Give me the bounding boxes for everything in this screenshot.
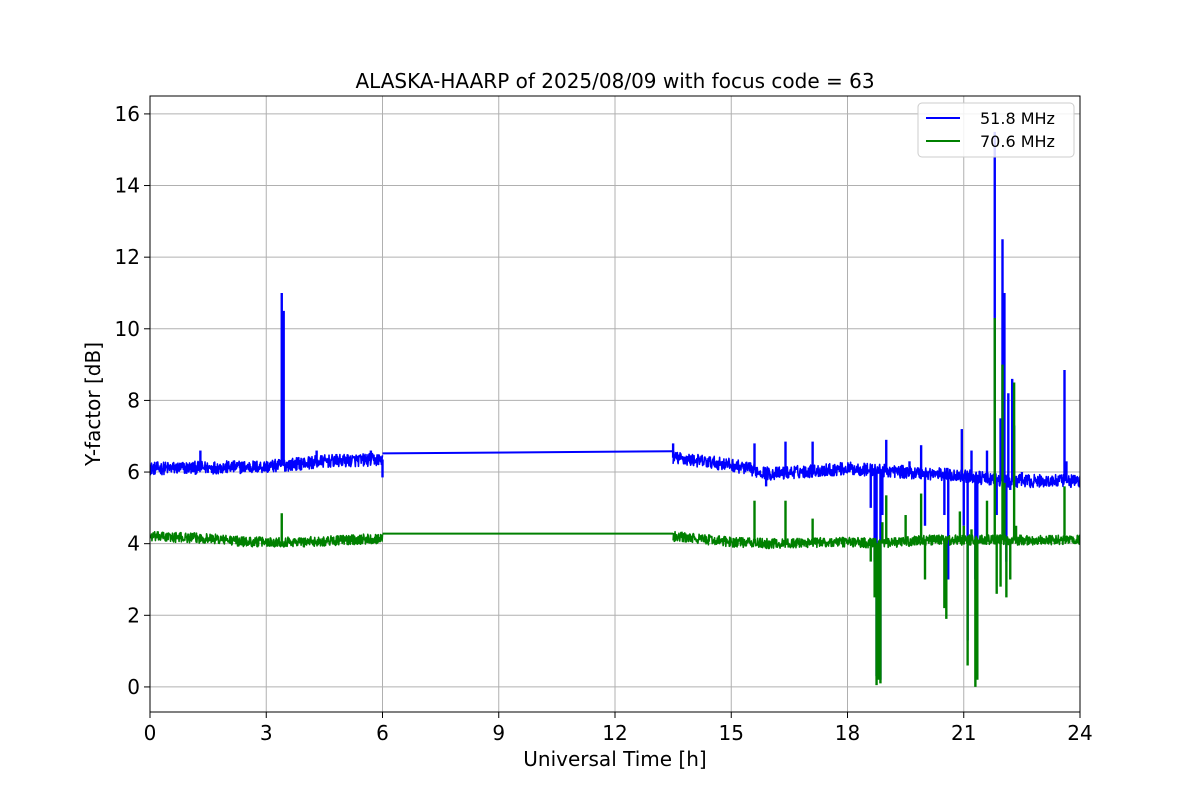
- y-tick-label: 16: [115, 102, 140, 126]
- y-tick-label: 14: [115, 174, 140, 198]
- x-tick-label: 0: [144, 721, 157, 745]
- x-axis-title: Universal Time [h]: [523, 747, 706, 771]
- x-tick-label: 21: [951, 721, 976, 745]
- y-tick-label: 8: [127, 388, 140, 412]
- series-bridge: [382, 450, 674, 455]
- x-tick-label: 15: [719, 721, 744, 745]
- series-line: [150, 452, 384, 476]
- y-tick-label: 10: [115, 317, 140, 341]
- series-1: [150, 318, 1080, 687]
- series-layer: [150, 131, 1080, 687]
- series-line: [150, 530, 384, 548]
- legend-label: 51.8 MHz: [980, 109, 1055, 128]
- x-tick-label: 12: [602, 721, 627, 745]
- y-tick-label: 2: [127, 603, 140, 627]
- chart-title: ALASKA-HAARP of 2025/08/09 with focus co…: [355, 69, 874, 93]
- legend: 51.8 MHz 70.6 MHz: [917, 102, 1075, 158]
- legend-label: 70.6 MHz: [980, 132, 1055, 151]
- y-tick-label: 0: [127, 675, 140, 699]
- y-axis-title: Y-factor [dB]: [81, 342, 105, 467]
- y-tick-label: 12: [115, 245, 140, 269]
- x-tick-label: 3: [260, 721, 273, 745]
- x-tick-label: 18: [835, 721, 860, 745]
- y-tick-label: 4: [127, 532, 140, 556]
- y-tick-label: 6: [127, 460, 140, 484]
- x-tick-label: 24: [1067, 721, 1092, 745]
- x-tick-label: 6: [376, 721, 389, 745]
- x-tick-label: 9: [492, 721, 505, 745]
- legend-box: [917, 102, 1075, 158]
